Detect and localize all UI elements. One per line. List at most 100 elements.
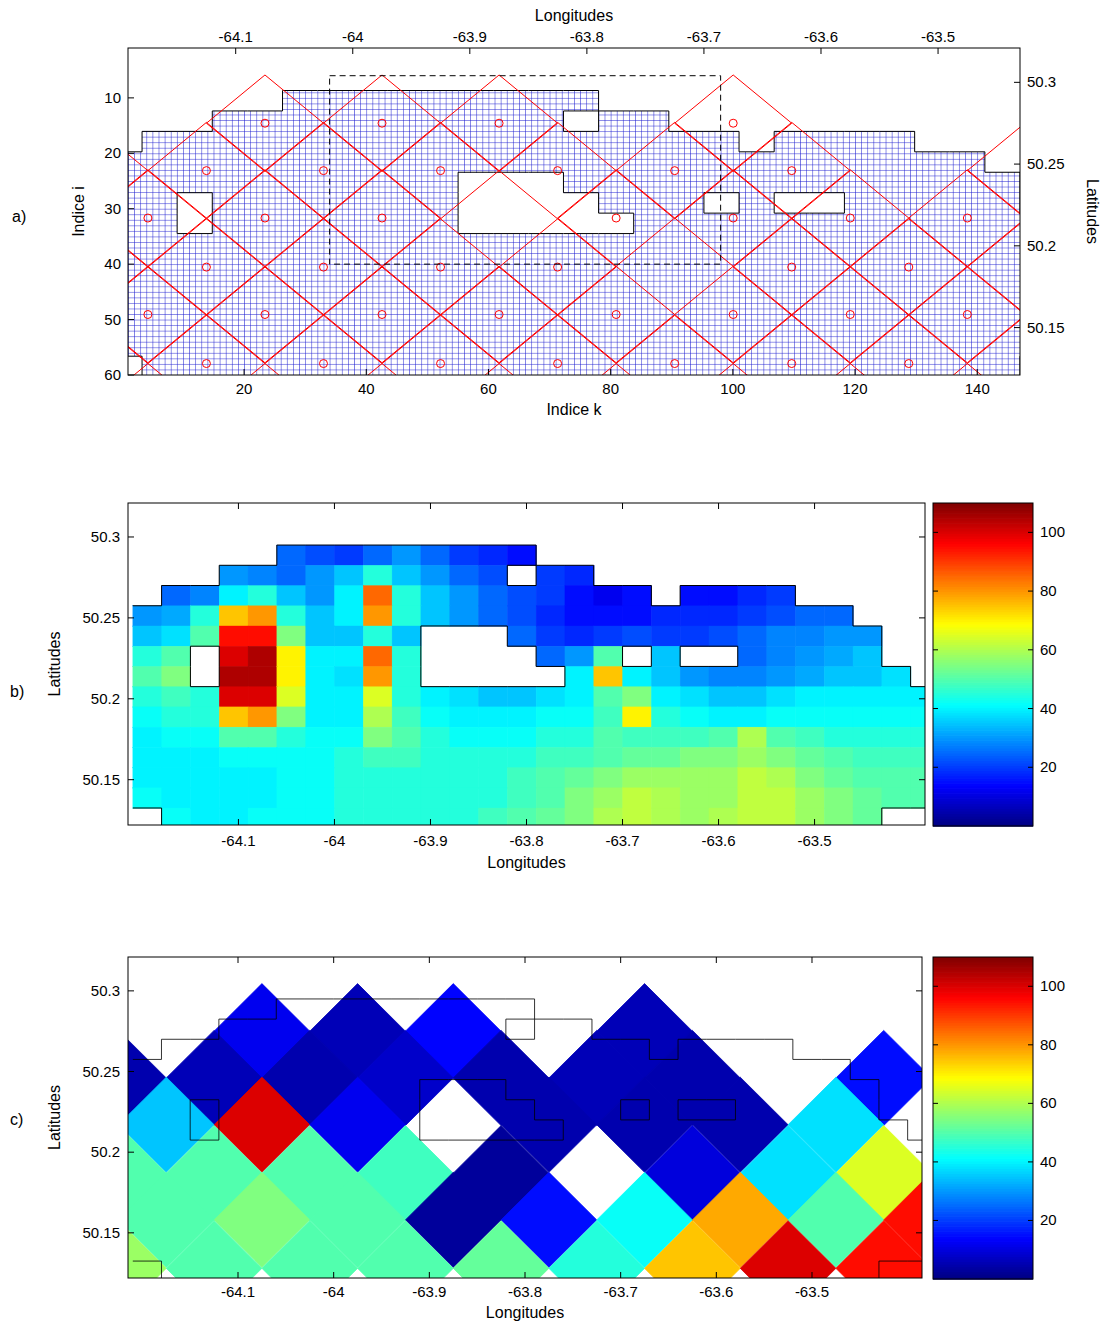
x-tick (622, 503, 623, 509)
colorbar-tick (1028, 1103, 1033, 1104)
subdomain-center (554, 167, 562, 175)
heat-cell (190, 707, 219, 728)
mesh-water (318, 336, 353, 357)
heat-cell (709, 687, 738, 708)
x2-tick-label: -64.1 (219, 28, 253, 45)
heat-cell (248, 707, 277, 728)
subdomain-center (144, 311, 152, 319)
heat-cell (306, 788, 335, 809)
x2-tick (469, 48, 470, 54)
mesh-water (177, 336, 212, 357)
heat-cell (623, 747, 652, 768)
x-tick-label: -64 (323, 1283, 345, 1300)
mesh-water (212, 234, 247, 255)
subdomain-center (554, 360, 562, 368)
plot-frame (128, 957, 922, 1278)
mesh-water (493, 274, 528, 295)
heat-cell (219, 606, 248, 627)
heat-cell (219, 586, 248, 607)
heat-cell (507, 707, 536, 728)
x2-tick-label: -63.5 (921, 28, 955, 45)
heat-cell (190, 586, 219, 607)
heat-cell (190, 768, 219, 789)
subdomain-center (963, 311, 971, 319)
diamond-cell (262, 1221, 358, 1278)
subdomain-square (909, 266, 1020, 362)
y-tick (128, 617, 134, 618)
mesh-water (177, 152, 212, 173)
mesh-water (563, 234, 598, 255)
mesh-water (493, 234, 528, 255)
heat-cell (651, 687, 680, 708)
mesh-water (985, 315, 1020, 336)
mesh-water (669, 172, 704, 193)
heat-cell (334, 626, 363, 647)
subdomain-center (202, 167, 210, 175)
heat-cell (478, 768, 507, 789)
mesh-water (177, 315, 212, 336)
subdomain-square (382, 122, 499, 218)
mesh-water (142, 356, 177, 375)
x-tick (430, 503, 431, 509)
mesh-water (247, 234, 282, 255)
subdomain-square (675, 170, 792, 266)
mesh-water (669, 274, 704, 295)
colorbar-tick-label: 40 (1040, 700, 1057, 717)
heat-cell (248, 565, 277, 586)
heat-cell (853, 646, 882, 667)
mesh-water (177, 274, 212, 295)
y-axis-title: Indice i (70, 186, 87, 237)
x-axis-title: Indice k (546, 401, 602, 418)
mesh-water (880, 315, 915, 336)
heat-cell (911, 707, 925, 728)
mesh-water (423, 213, 458, 234)
heat-cell (277, 565, 306, 586)
diamond-cell (358, 1221, 454, 1278)
heat-cell (594, 808, 623, 825)
mesh-water (669, 152, 704, 173)
mesh-water (388, 91, 423, 112)
subdomain-center (378, 119, 386, 127)
heat-cell (623, 626, 652, 647)
heat-cell (911, 687, 925, 708)
colorbar-tick (933, 649, 938, 650)
y-tick-label: 50.25 (82, 1063, 120, 1080)
colorbar: 20406080100 (933, 957, 1065, 1280)
mesh-water (809, 295, 844, 316)
heat-cell (738, 666, 767, 687)
heat-cell (450, 747, 479, 768)
x2-tick-label: -63.9 (453, 28, 487, 45)
heat-cell (392, 768, 421, 789)
heat-cell (334, 788, 363, 809)
y2-tick (1014, 327, 1020, 328)
diamond-cell (453, 1221, 549, 1278)
subdomain-center (905, 360, 913, 368)
heat-cell (219, 707, 248, 728)
x-tick (526, 503, 527, 509)
heat-cell (507, 586, 536, 607)
heat-cell (507, 808, 536, 825)
x-tick-label: -63.7 (605, 832, 639, 849)
heat-cell (392, 545, 421, 566)
heat-cell (882, 768, 911, 789)
mesh-water (142, 213, 177, 234)
mesh-water (880, 172, 915, 193)
heat-cell (133, 606, 162, 627)
heat-cell (680, 666, 709, 687)
heat-cell (277, 727, 306, 748)
heat-cell (824, 768, 853, 789)
heat-cell (680, 788, 709, 809)
heat-cell (277, 707, 306, 728)
colorbar-tick-label: 20 (1040, 1211, 1057, 1228)
heat-cell (767, 687, 796, 708)
heat-cell (911, 768, 925, 789)
colorbar-tick (1028, 532, 1033, 533)
colorbar-tick (1028, 708, 1033, 709)
subdomain-center (319, 167, 327, 175)
coastline (128, 91, 1020, 375)
y-tick (919, 536, 925, 537)
subdomain-square (323, 170, 440, 266)
mesh-water (563, 315, 598, 336)
mesh-water (493, 91, 528, 112)
subdomain-square (206, 75, 323, 171)
